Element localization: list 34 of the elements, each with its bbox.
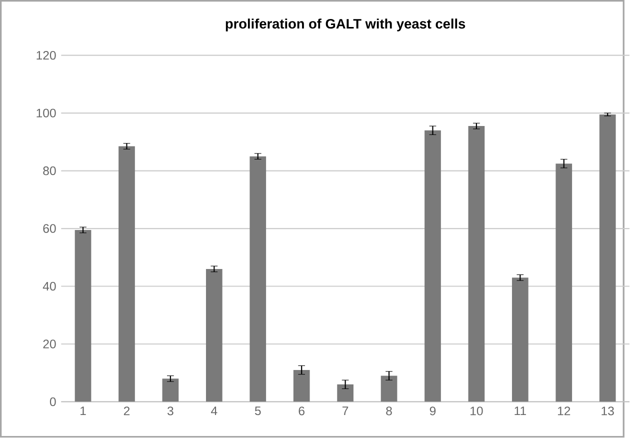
x-tick-label: 2 [124,406,130,416]
bar [118,146,135,402]
x-tick-label: 11 [514,406,526,416]
bar [337,384,354,402]
y-tick-label: 100 [36,108,56,118]
y-tick-label: 80 [43,166,56,176]
bar [293,370,310,402]
bar [556,164,572,402]
x-tick-label: 5 [254,406,261,416]
y-tick-label: 20 [43,340,56,349]
y-tick-label: 120 [36,51,56,60]
y-tick-label: 40 [42,282,56,291]
x-tick-label: 6 [298,406,304,416]
x-tick-label: 1 [80,406,86,416]
x-tick-label: 12 [558,406,570,416]
x-tick-label: 7 [342,406,348,416]
x-tick-label: 8 [386,406,392,416]
y-tick-label: 0 [50,398,56,406]
bar [599,114,616,402]
bar [512,278,528,402]
x-tick-label: 13 [602,406,614,416]
bar [424,130,441,402]
x-tick-label: 10 [470,406,483,416]
x-tick-label: 3 [167,406,174,416]
bar [206,269,222,402]
bar [162,378,179,402]
x-tick-label: 9 [430,406,436,416]
y-tick-label: 60 [43,224,56,234]
bar [250,156,266,402]
bar [468,126,485,402]
bar [74,230,92,402]
bar [380,376,398,402]
chart-title: proliferation of GALT with yeast cells [226,18,466,32]
x-tick-label: 4 [211,406,218,416]
